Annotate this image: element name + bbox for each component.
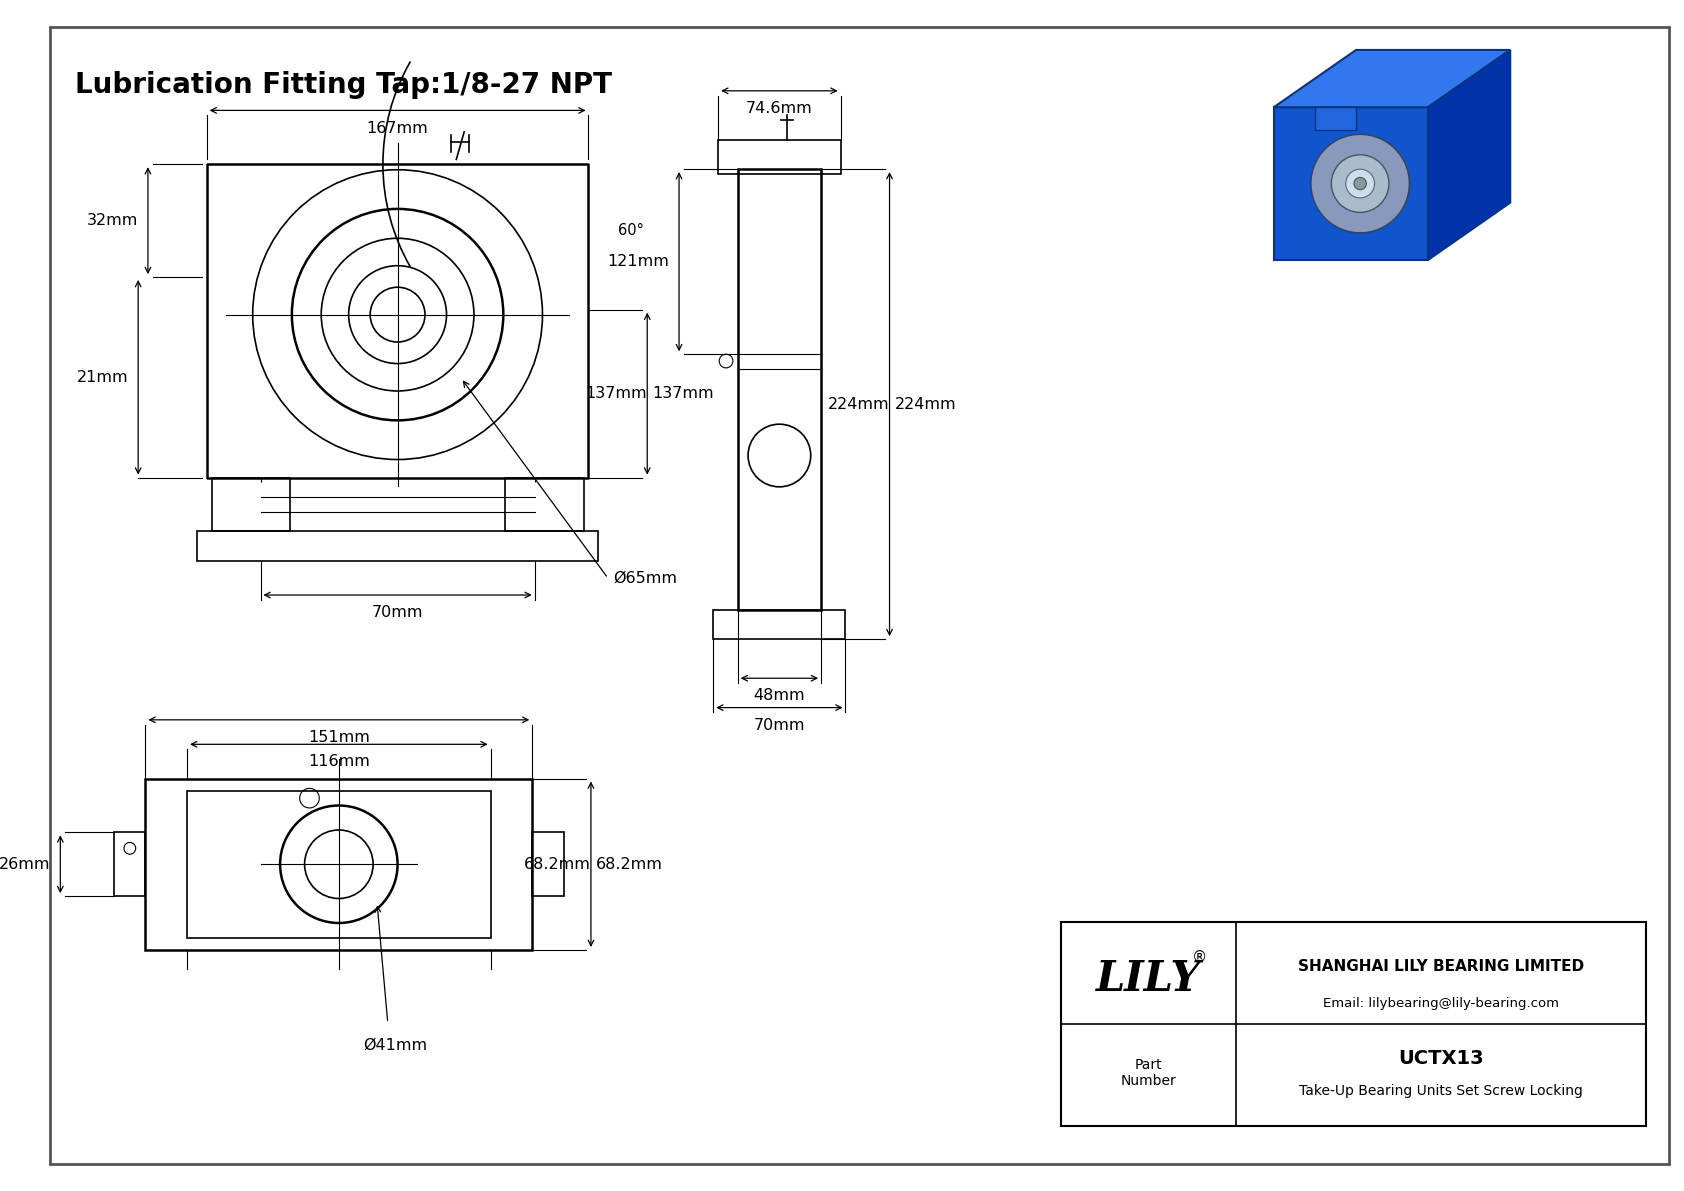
Bar	[505, 478, 584, 531]
Bar	[115, 833, 145, 896]
Text: 48mm: 48mm	[753, 688, 805, 704]
Text: 167mm: 167mm	[367, 120, 428, 136]
Text: UCTX13: UCTX13	[1398, 1049, 1484, 1068]
Bar	[212, 478, 290, 531]
Polygon shape	[1428, 50, 1511, 260]
Circle shape	[1332, 155, 1389, 212]
Text: Ø41mm: Ø41mm	[364, 1039, 428, 1053]
Circle shape	[1354, 177, 1366, 189]
Text: 21mm: 21mm	[77, 369, 128, 385]
Circle shape	[1310, 135, 1410, 233]
Polygon shape	[1273, 107, 1428, 260]
Text: LILY: LILY	[1096, 958, 1201, 1000]
Text: 32mm: 32mm	[88, 213, 138, 229]
Polygon shape	[1273, 50, 1511, 107]
Bar	[145, 779, 532, 950]
Bar	[714, 610, 845, 640]
Text: SHANGHAI LILY BEARING LIMITED: SHANGHAI LILY BEARING LIMITED	[1298, 960, 1585, 974]
Text: 224mm: 224mm	[894, 397, 957, 412]
Text: ®: ®	[1192, 950, 1207, 965]
Bar	[207, 164, 588, 478]
Text: Email: lilybearing@lily-bearing.com: Email: lilybearing@lily-bearing.com	[1324, 997, 1559, 1010]
Text: 70mm: 70mm	[754, 718, 805, 732]
Text: 68.2mm: 68.2mm	[524, 856, 591, 872]
Bar	[197, 531, 598, 561]
Text: 121mm: 121mm	[608, 254, 669, 269]
Bar	[532, 833, 564, 896]
Text: 224mm: 224mm	[829, 397, 889, 412]
Bar	[738, 169, 822, 610]
Text: 60°: 60°	[618, 223, 643, 238]
Text: 137mm: 137mm	[586, 386, 647, 401]
Bar	[187, 791, 490, 937]
Text: 68.2mm: 68.2mm	[596, 856, 663, 872]
Bar	[1315, 107, 1356, 130]
Text: 137mm: 137mm	[652, 386, 714, 401]
Bar	[717, 139, 840, 174]
Text: 151mm: 151mm	[308, 730, 370, 744]
Text: 70mm: 70mm	[372, 605, 423, 621]
Text: Part
Number: Part Number	[1122, 1058, 1177, 1089]
Text: Ø65mm: Ø65mm	[613, 570, 677, 586]
Text: Lubrication Fitting Tap:1/8-27 NPT: Lubrication Fitting Tap:1/8-27 NPT	[74, 71, 611, 99]
Bar	[1061, 922, 1645, 1125]
Circle shape	[1346, 169, 1374, 198]
Text: 26mm: 26mm	[0, 856, 51, 872]
Text: Take-Up Bearing Units Set Screw Locking: Take-Up Bearing Units Set Screw Locking	[1300, 1084, 1583, 1098]
Text: 74.6mm: 74.6mm	[746, 101, 813, 116]
Text: 116mm: 116mm	[308, 754, 370, 769]
